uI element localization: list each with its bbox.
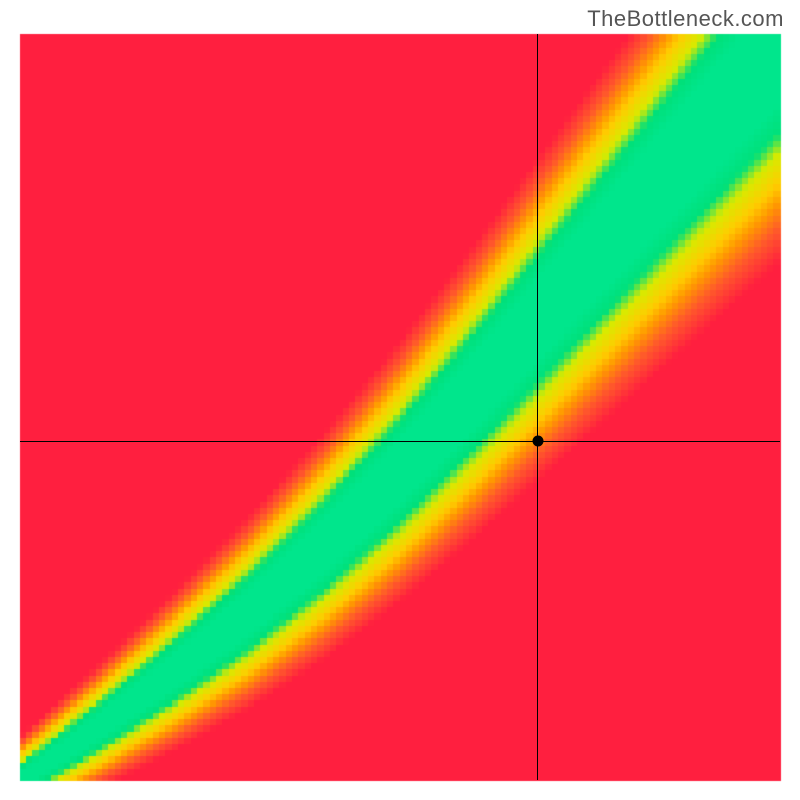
crosshair-horizontal	[20, 441, 780, 442]
heatmap-canvas	[0, 0, 800, 800]
watermark-text: TheBottleneck.com	[587, 6, 784, 32]
crosshair-vertical	[537, 34, 538, 780]
crosshair-point	[532, 436, 543, 447]
chart-container: TheBottleneck.com	[0, 0, 800, 800]
